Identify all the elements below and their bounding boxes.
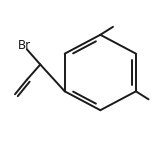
Text: Br: Br — [18, 39, 31, 52]
